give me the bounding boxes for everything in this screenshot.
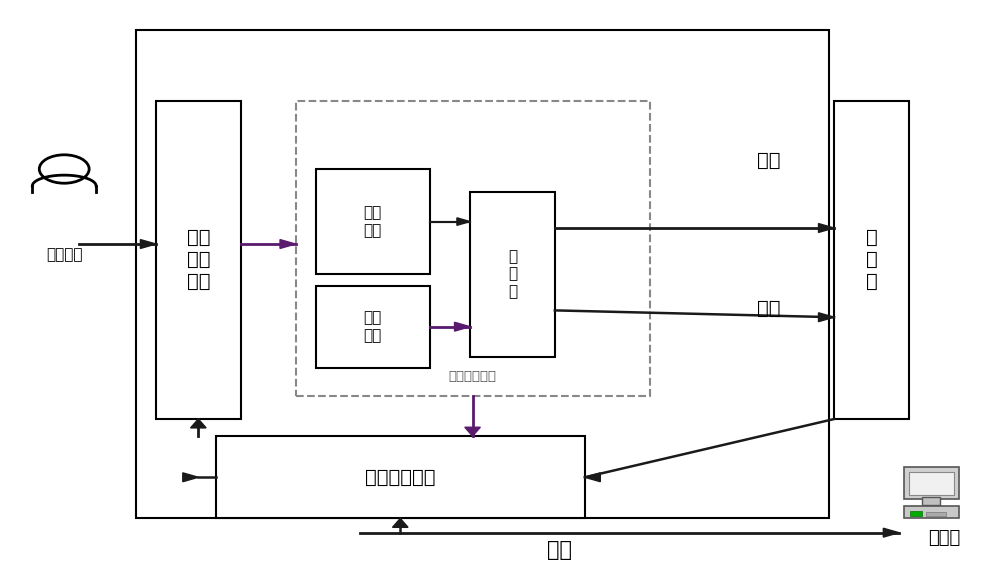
Polygon shape xyxy=(819,313,834,321)
Text: 激光: 激光 xyxy=(758,151,781,170)
Polygon shape xyxy=(280,240,296,248)
Polygon shape xyxy=(457,218,470,226)
Bar xyxy=(296,101,650,396)
Polygon shape xyxy=(819,224,834,232)
Polygon shape xyxy=(392,518,408,528)
Text: 数据交互模块: 数据交互模块 xyxy=(365,468,436,486)
Text: 人机交互: 人机交互 xyxy=(46,247,82,262)
Text: 温控
电路: 温控 电路 xyxy=(364,206,382,238)
Text: 激光发生模块: 激光发生模块 xyxy=(449,370,497,383)
Polygon shape xyxy=(191,419,206,428)
Bar xyxy=(904,467,959,498)
Bar xyxy=(316,286,430,368)
Bar xyxy=(316,169,430,274)
Bar xyxy=(909,472,954,495)
Bar xyxy=(904,506,959,518)
Polygon shape xyxy=(585,473,600,482)
Bar xyxy=(136,30,829,518)
Bar xyxy=(926,512,946,516)
Polygon shape xyxy=(140,240,156,248)
Bar xyxy=(910,511,922,516)
Polygon shape xyxy=(183,473,198,482)
Text: 数据: 数据 xyxy=(547,540,572,560)
Text: 驱动
电路: 驱动 电路 xyxy=(364,311,382,343)
Bar xyxy=(834,101,909,419)
Bar xyxy=(156,101,241,419)
Text: 传
输
层: 传 输 层 xyxy=(866,228,877,291)
Text: 激
光
器: 激 光 器 xyxy=(508,249,517,299)
Polygon shape xyxy=(883,528,899,537)
Bar xyxy=(922,497,940,505)
Bar xyxy=(216,436,585,518)
Text: 人机
交互
模块: 人机 交互 模块 xyxy=(187,228,210,291)
Text: 数据: 数据 xyxy=(758,299,781,317)
Polygon shape xyxy=(455,322,470,331)
Bar xyxy=(470,192,555,356)
Polygon shape xyxy=(465,427,480,436)
Text: 上位机: 上位机 xyxy=(928,529,960,548)
